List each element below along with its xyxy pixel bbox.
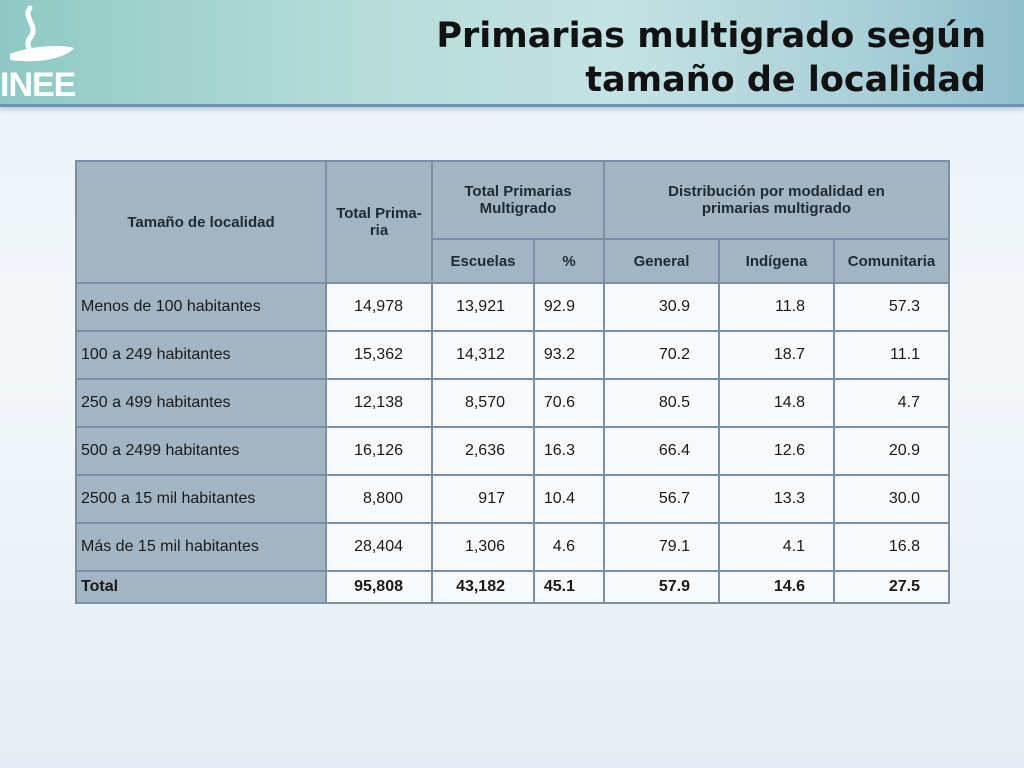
cell-escuelas: 8,570 (431, 378, 535, 428)
cell-indigena: 4.1 (718, 522, 835, 572)
cell-pct: 70.6 (533, 378, 605, 428)
cell-indigena: 12.6 (718, 426, 835, 476)
row-label: 250 a 499 habitantes (75, 378, 327, 428)
header-total-multigrado-text: Total Primarias Multigrado (464, 183, 572, 217)
table-row: 500 a 2499 habitantes 16,126 2,636 16.3 … (75, 426, 950, 476)
row-label: Menos de 100 habitantes (75, 282, 327, 332)
cell-indigena: 13.3 (718, 474, 835, 524)
cell-comunitaria: 11.1 (833, 330, 950, 380)
cell-general: 80.5 (603, 378, 720, 428)
cell-general: 70.2 (603, 330, 720, 380)
table-row: Más de 15 mil habitantes 28,404 1,306 4.… (75, 522, 950, 572)
title-line-2: tamaño de localidad (585, 60, 986, 100)
total-label: Total (75, 570, 327, 604)
cell-pct: 10.4 (533, 474, 605, 524)
slide-header: INEE Primarias multigrado según tamaño d… (0, 0, 1024, 107)
row-label: Más de 15 mil habitantes (75, 522, 327, 572)
cell-total-primaria: 12,138 (325, 378, 433, 428)
inee-logo: INEE (0, 0, 90, 104)
table-row: 2500 a 15 mil habitantes 8,800 917 10.4 … (75, 474, 950, 524)
cell-comunitaria: 57.3 (833, 282, 950, 332)
subheader-indigena: Indígena (718, 238, 835, 284)
header-total-multigrado: Total Primarias Multigrado (431, 160, 605, 240)
header-total-primaria: Total Prima- ria (325, 160, 433, 284)
header-localidad: Tamaño de localidad (75, 160, 327, 284)
cell-indigena: 14.8 (718, 378, 835, 428)
total-comunitaria: 27.5 (833, 570, 950, 604)
total-general: 57.9 (603, 570, 720, 604)
subheader-comunitaria: Comunitaria (833, 238, 950, 284)
cell-pct: 93.2 (533, 330, 605, 380)
cell-general: 79.1 (603, 522, 720, 572)
cell-total-primaria: 14,978 (325, 282, 433, 332)
cell-general: 56.7 (603, 474, 720, 524)
total-indigena: 14.6 (718, 570, 835, 604)
subheader-pct: % (533, 238, 605, 284)
cell-escuelas: 14,312 (431, 330, 535, 380)
row-label: 100 a 249 habitantes (75, 330, 327, 380)
table-row: 100 a 249 habitantes 15,362 14,312 93.2 … (75, 330, 950, 380)
logo-text: INEE (0, 66, 76, 104)
subheader-escuelas: Escuelas (431, 238, 535, 284)
cell-pct: 16.3 (533, 426, 605, 476)
table-row: Menos de 100 habitantes 14,978 13,921 92… (75, 282, 950, 332)
total-escuelas: 43,182 (431, 570, 535, 604)
cell-escuelas: 917 (431, 474, 535, 524)
multigrado-table: Tamaño de localidad Total Prima- ria Tot… (75, 160, 950, 604)
total-row: Total 95,808 43,182 45.1 57.9 14.6 27.5 (75, 570, 950, 604)
cell-general: 66.4 (603, 426, 720, 476)
cell-total-primaria: 8,800 (325, 474, 433, 524)
total-pct: 45.1 (533, 570, 605, 604)
cell-comunitaria: 4.7 (833, 378, 950, 428)
slide-title: Primarias multigrado según tamaño de loc… (286, 14, 986, 102)
cell-indigena: 11.8 (718, 282, 835, 332)
cell-indigena: 18.7 (718, 330, 835, 380)
cell-comunitaria: 30.0 (833, 474, 950, 524)
header-total-primaria-text: Total Prima- ria (336, 205, 422, 239)
cell-pct: 4.6 (533, 522, 605, 572)
header-distribucion-text: Distribución por modalidad en primarias … (668, 183, 885, 217)
cell-total-primaria: 28,404 (325, 522, 433, 572)
row-label: 500 a 2499 habitantes (75, 426, 327, 476)
cell-escuelas: 2,636 (431, 426, 535, 476)
cell-comunitaria: 16.8 (833, 522, 950, 572)
title-line-1: Primarias multigrado según (436, 16, 986, 56)
cell-total-primaria: 15,362 (325, 330, 433, 380)
data-table-container: Tamaño de localidad Total Prima- ria Tot… (75, 160, 950, 604)
row-label: 2500 a 15 mil habitantes (75, 474, 327, 524)
total-total-primaria: 95,808 (325, 570, 433, 604)
table-row: 250 a 499 habitantes 12,138 8,570 70.6 8… (75, 378, 950, 428)
cell-general: 30.9 (603, 282, 720, 332)
cell-escuelas: 1,306 (431, 522, 535, 572)
cell-total-primaria: 16,126 (325, 426, 433, 476)
cell-escuelas: 13,921 (431, 282, 535, 332)
subheader-general: General (603, 238, 720, 284)
cell-pct: 92.9 (533, 282, 605, 332)
cell-comunitaria: 20.9 (833, 426, 950, 476)
steaming-cup-icon (10, 5, 74, 62)
header-distribucion: Distribución por modalidad en primarias … (603, 160, 950, 240)
